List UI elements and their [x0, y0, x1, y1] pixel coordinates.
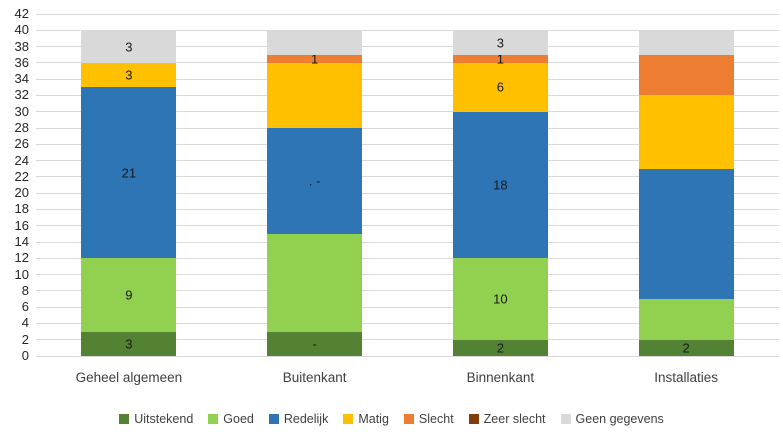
y-axis-tick-label: 14 [14, 234, 29, 249]
gridline [36, 192, 779, 194]
legend-swatch-icon [208, 414, 219, 424]
bar-segment-matig [81, 62, 177, 88]
bar-segment-redelijk [267, 128, 363, 234]
bar-binnenkant: 2 10 18 6 1 3 [452, 14, 548, 356]
y-axis-tick-label: 38 [14, 38, 29, 54]
gridline [36, 257, 779, 259]
y-axis-tick-label: 20 [14, 185, 29, 201]
gridline [36, 322, 779, 324]
bar-segment-slecht [452, 54, 548, 63]
legend-item-goed: Goed [208, 412, 254, 426]
legend-swatch-icon [468, 414, 479, 424]
y-axis-tick-label: 24 [14, 152, 29, 168]
bar-segment-geen-gegevens [267, 30, 363, 55]
legend-item-matig: Matig [343, 412, 389, 426]
y-axis-tick-label: 22 [14, 168, 29, 184]
bar-segment-matig [638, 95, 734, 169]
x-axis-category-label: Installaties [654, 370, 719, 385]
gridline [36, 225, 779, 227]
gridline [36, 127, 779, 129]
legend-item-geen-gegevens: Geen gegevens [560, 412, 664, 426]
legend-item-uitstekend: Uitstekend [119, 412, 193, 426]
bar-segment-goed [452, 258, 548, 340]
gridline [36, 160, 779, 162]
y-axis-tick-label: 6 [21, 299, 29, 315]
y-axis-tick-label: 40 [14, 22, 29, 38]
legend-swatch-icon [343, 414, 354, 424]
bar-segment-matig [452, 62, 548, 112]
gridline [36, 111, 779, 113]
y-axis-tick-label: 28 [14, 120, 29, 135]
y-axis-tick-label: 36 [14, 54, 29, 70]
gridline [36, 62, 779, 64]
bar-segment-geen-gegevens [638, 30, 734, 55]
y-axis-tick-label: 18 [14, 201, 29, 217]
bar-segment-slecht [638, 54, 734, 96]
legend-label: Goed [223, 412, 254, 426]
y-axis-tick-label: 30 [14, 103, 29, 119]
y-axis-tick-label: 26 [14, 136, 29, 152]
legend: Uitstekend Goed Redelijk Matig Slecht Zeer sl… [0, 412, 783, 426]
y-axis-tick-label: 34 [14, 71, 29, 87]
legend-swatch-icon [268, 414, 279, 424]
gridline [36, 355, 779, 357]
bar-segment-redelijk [81, 87, 177, 259]
bar-segment-goed [267, 233, 363, 332]
bar-segment-goed [81, 258, 177, 332]
y-axis-tick-label: 12 [14, 250, 29, 266]
y-axis-tick-label: 16 [14, 217, 29, 233]
gridline [36, 29, 779, 31]
gridline [36, 46, 779, 48]
legend-item-slecht: Slecht [403, 412, 454, 426]
gridline [36, 13, 779, 15]
gridline [36, 306, 779, 308]
bar-segment-matig [267, 62, 363, 128]
y-axis-tick-label: 10 [14, 266, 29, 282]
y-axis-tick-label: 2 [21, 331, 29, 347]
legend-item-redelijk: Redelijk [268, 412, 329, 426]
legend-label: Matig [358, 412, 389, 426]
gridline [36, 78, 779, 80]
legend-label: Redelijk [283, 412, 329, 426]
y-axis-tick-label: 32 [14, 87, 29, 103]
legend-swatch-icon [119, 414, 130, 424]
x-axis-category-label: Binnenkant [466, 370, 535, 385]
bar-segment-goed [638, 299, 734, 340]
gridline [36, 208, 779, 210]
bar-segment-uitstekend [452, 339, 548, 356]
y-axis-tick-label: 4 [21, 315, 29, 331]
bar-buitenkant: -. -1 [267, 14, 363, 356]
gridline [36, 143, 779, 145]
legend-label: Zeer slecht [483, 412, 546, 426]
gridline [36, 274, 779, 276]
legend-label: Slecht [418, 412, 454, 426]
bar-segment-redelijk [638, 168, 734, 299]
x-axis-category-label: Buitenkant [282, 370, 347, 385]
bar-geheel-algemeen: 3 9 21 3 3 [81, 14, 177, 356]
bar-segment-uitstekend [638, 339, 734, 356]
legend-label: Uitstekend [134, 412, 194, 426]
gridline [36, 241, 779, 243]
bar-segment-redelijk [452, 111, 548, 259]
y-axis-tick-label: 8 [21, 282, 29, 298]
y-axis-tick-label: 0 [21, 348, 29, 363]
bar-segment-uitstekend [81, 331, 177, 356]
gridline [36, 94, 779, 96]
bar-segment-geen-gegevens [452, 30, 548, 55]
legend-swatch-icon [560, 414, 571, 424]
bar-segment-uitstekend [267, 331, 363, 356]
y-axis-tick-label: 42 [14, 6, 29, 21]
x-axis-category-label: Geheel algemeen [75, 370, 183, 385]
gridline [36, 290, 779, 292]
gridline [36, 339, 779, 341]
bar-segment-geen-gegevens [81, 30, 177, 63]
legend-item-zeer-slecht: Zeer slecht [468, 412, 546, 426]
bar-segment-slecht [267, 54, 363, 63]
gridline [36, 176, 779, 178]
bar-installaties: 2 [638, 14, 734, 356]
legend-label: Geen gegevens [575, 412, 664, 426]
legend-swatch-icon [403, 414, 414, 424]
